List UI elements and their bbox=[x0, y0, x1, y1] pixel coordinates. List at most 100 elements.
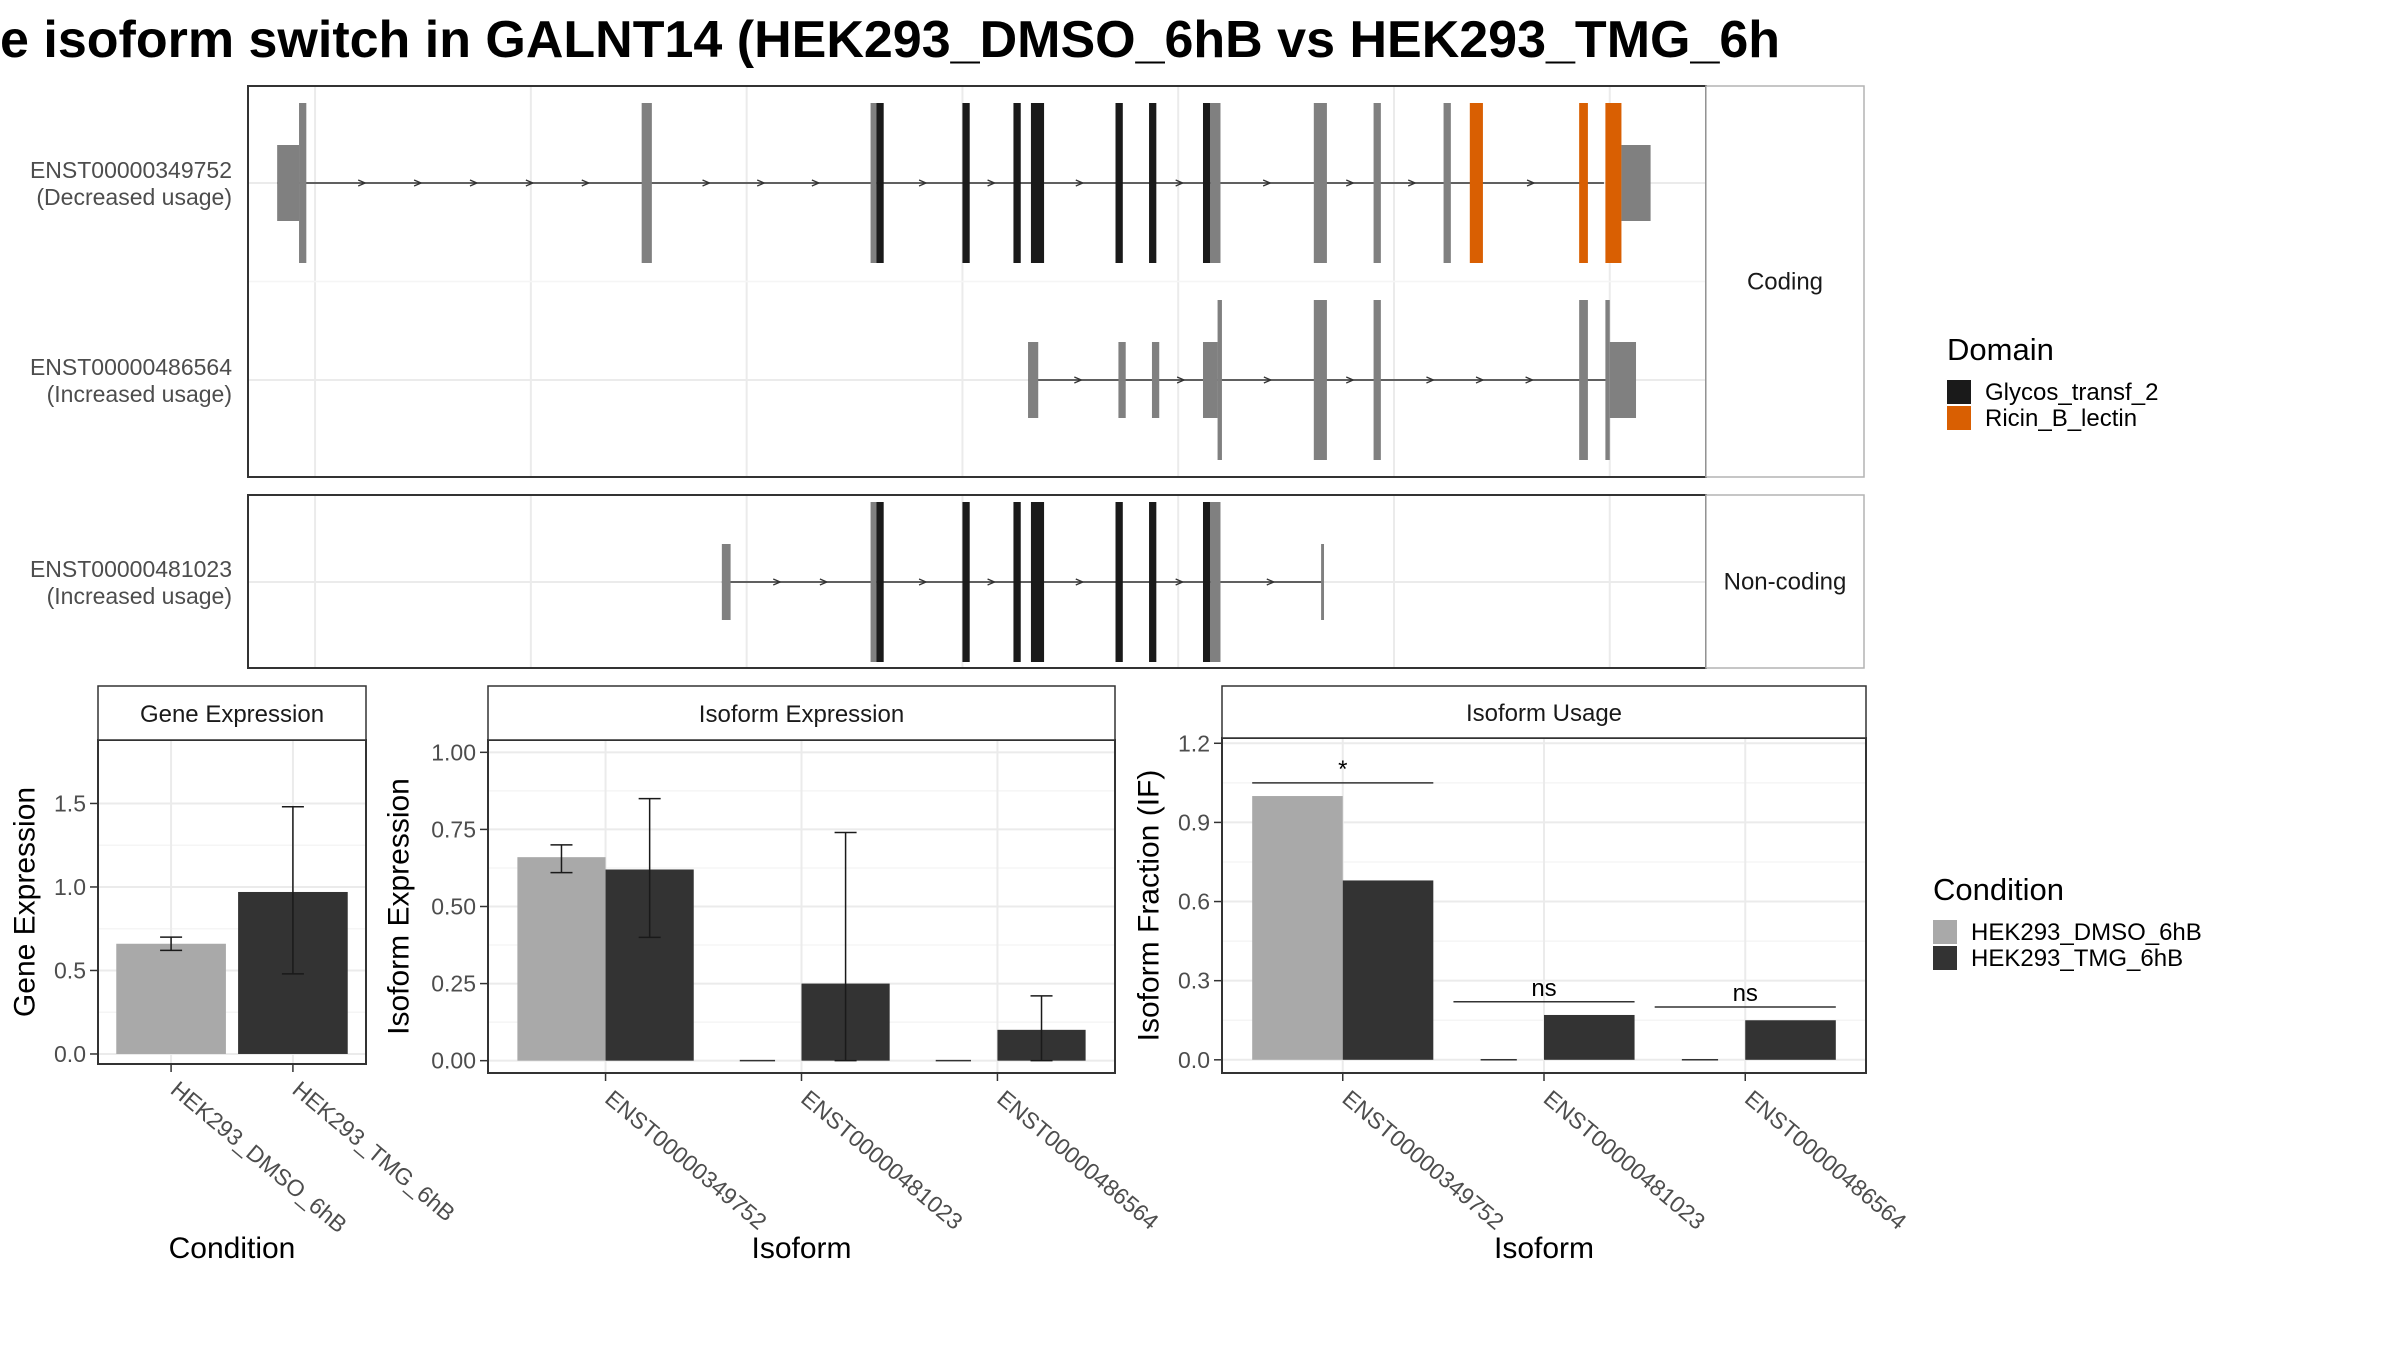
bar bbox=[517, 857, 606, 1061]
bar-chart-2: * ns ns Isoform Usage 0.0 0.3 0.6 0.9 1.2 ENST000… bbox=[1133, 685, 1912, 1265]
expression-bar-panels: Gene Expression0.00.51.01.5HEK293_DMSO_6… bbox=[9, 685, 1912, 1265]
intron-arrow bbox=[819, 578, 829, 586]
utr-exon bbox=[1621, 145, 1651, 221]
intron-arrow bbox=[1426, 376, 1436, 384]
legend-label: HEK293_TMG_6hB bbox=[1971, 945, 2183, 972]
isoform-usage-label: (Increased usage) bbox=[47, 381, 232, 407]
coding-exon bbox=[1210, 103, 1221, 263]
facet-strip bbox=[1705, 494, 1865, 669]
intron-arrow bbox=[987, 578, 997, 586]
x-tick-label: ENST00000349752 bbox=[1338, 1085, 1510, 1235]
x-axis-title: Condition bbox=[169, 1232, 296, 1265]
coding-exon bbox=[1013, 103, 1021, 263]
legend-title: Domain bbox=[1947, 332, 2054, 367]
utr-exon bbox=[277, 145, 300, 221]
coding-exon bbox=[1030, 103, 1045, 263]
intron-arrow bbox=[702, 179, 712, 187]
significance-label: ns bbox=[1531, 975, 1556, 1002]
intron-arrow bbox=[1262, 179, 1272, 187]
error-bar bbox=[281, 806, 304, 975]
error-bar bbox=[550, 844, 573, 874]
y-tick-label: 0.6 bbox=[1178, 889, 1210, 915]
error-bar bbox=[1030, 995, 1053, 1062]
coding-exon bbox=[1210, 502, 1221, 662]
transcript-structure-panel: Coding ENST00000349752(Decreased usage) EN… bbox=[30, 85, 1865, 669]
bar-panel-strip bbox=[487, 685, 1116, 741]
intron-arrow bbox=[1525, 376, 1535, 384]
bar bbox=[1342, 880, 1434, 1060]
isoform-usage-label: (Increased usage) bbox=[47, 583, 232, 609]
facet-strip-label: Coding bbox=[1747, 269, 1823, 296]
isoform-usage-label: (Decreased usage) bbox=[36, 184, 232, 210]
intron-arrow bbox=[1266, 578, 1276, 586]
y-tick-label: 0.5 bbox=[54, 957, 86, 983]
coding-exon bbox=[1373, 103, 1381, 263]
bar-chart-1: Isoform Expression 0.00 0.25 0.50 0.75 1.00 EN… bbox=[383, 685, 1164, 1265]
x-tick-label: ENST00000486564 bbox=[1740, 1085, 1912, 1235]
y-tick-label: 1.00 bbox=[431, 739, 476, 765]
significance-label: * bbox=[1338, 756, 1347, 783]
legend-label: HEK293_DMSO_6hB bbox=[1971, 919, 2202, 946]
y-tick-label: 1.0 bbox=[54, 874, 86, 900]
y-tick-label: 0.50 bbox=[431, 894, 476, 920]
intron-arrow bbox=[413, 179, 423, 187]
intron-arrow bbox=[1526, 179, 1536, 187]
coding-exon bbox=[1202, 502, 1211, 662]
isoform-id-label: ENST00000486564 bbox=[30, 354, 232, 380]
legend-swatch bbox=[1933, 920, 1957, 944]
intron-arrow bbox=[987, 179, 997, 187]
intron-arrow bbox=[811, 179, 821, 187]
bar-panel-title: Gene Expression bbox=[140, 701, 324, 728]
significance-label: ns bbox=[1733, 980, 1758, 1007]
intron-arrow bbox=[1075, 578, 1085, 586]
utr-exon bbox=[1151, 342, 1160, 418]
bar-panel-title: Isoform Usage bbox=[1466, 700, 1622, 727]
coding-exon bbox=[962, 103, 970, 263]
coding-exon bbox=[1030, 502, 1045, 662]
structure-facet-0: Coding bbox=[247, 85, 1865, 478]
y-axis-title: Gene Expression bbox=[9, 787, 42, 1017]
coding-exon bbox=[641, 103, 652, 263]
coding-exon bbox=[870, 103, 877, 263]
intron-arrow bbox=[469, 179, 479, 187]
facet-strip-label: Non-coding bbox=[1724, 569, 1847, 596]
coding-exon bbox=[1469, 103, 1483, 263]
utr-exon bbox=[721, 544, 731, 620]
coding-exon bbox=[1373, 300, 1381, 460]
error-bar bbox=[638, 797, 661, 939]
coding-exon bbox=[962, 502, 970, 662]
intron-arrow bbox=[581, 179, 591, 187]
error-bar bbox=[160, 936, 183, 952]
utr-exon bbox=[1028, 342, 1039, 418]
y-tick-label: 0.3 bbox=[1178, 968, 1210, 994]
coding-exon bbox=[1115, 502, 1123, 662]
intron-arrow bbox=[1176, 376, 1186, 384]
intron-arrow bbox=[1075, 179, 1085, 187]
coding-exon bbox=[1579, 103, 1588, 263]
coding-exon bbox=[1579, 300, 1588, 460]
y-tick-label: 0.0 bbox=[1178, 1047, 1210, 1073]
coding-exon bbox=[1013, 502, 1021, 662]
coding-exon bbox=[1149, 502, 1157, 662]
y-axis-title: Isoform Fraction (IF) bbox=[1133, 770, 1166, 1042]
coding-exon bbox=[1115, 103, 1123, 263]
coding-exon bbox=[1605, 300, 1610, 460]
legend-label: Glycos_transf_2 bbox=[1985, 379, 2158, 406]
intron-arrow bbox=[1263, 376, 1273, 384]
intron-arrow bbox=[918, 578, 928, 586]
figure-title: e isoform switch in GALNT14 (HEK293_DMSO… bbox=[0, 11, 1780, 69]
bar bbox=[1745, 1020, 1836, 1060]
intron-arrow bbox=[1407, 179, 1417, 187]
bar bbox=[116, 943, 226, 1054]
intron-arrow bbox=[756, 179, 766, 187]
intron-arrow bbox=[1175, 578, 1185, 586]
y-tick-label: 0.25 bbox=[431, 971, 476, 997]
y-tick-label: 0.0 bbox=[54, 1041, 86, 1067]
x-tick-label: ENST00000481023 bbox=[796, 1085, 968, 1235]
bar bbox=[1544, 1014, 1635, 1060]
y-axis-title: Isoform Expression bbox=[383, 778, 416, 1035]
x-tick-label: ENST00000349752 bbox=[600, 1085, 772, 1235]
